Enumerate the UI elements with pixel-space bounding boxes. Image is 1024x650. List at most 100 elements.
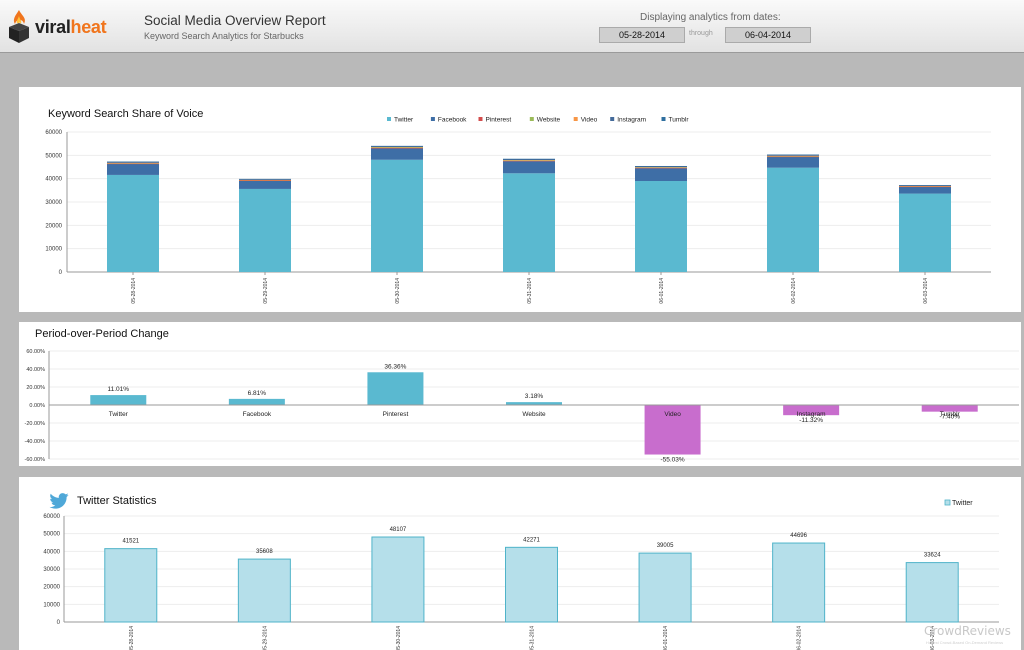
bar-segment-instagram (635, 166, 687, 168)
legend-label-facebook: Facebook (438, 117, 467, 124)
data-label: 41521 (122, 539, 139, 545)
x-tick-label: 06-02-2014 (797, 626, 803, 650)
bar-segment-tumblr (371, 145, 423, 147)
bar-segment-tumblr (899, 185, 951, 186)
bar-segment-video (107, 162, 159, 164)
bar-segment-pinterest (371, 147, 423, 149)
legend-swatch-video (573, 117, 578, 121)
category-label: Tumblr (940, 411, 961, 418)
bar-segment-tumblr (767, 154, 819, 156)
x-tick-label: 06-03-2014 (923, 278, 929, 304)
legend-label-pinterest: Pinterest (486, 117, 512, 124)
y-tick-label: 60000 (45, 130, 62, 136)
y-tick-label: 40.00% (26, 367, 45, 373)
category-label: Facebook (243, 411, 272, 418)
category-label: Website (522, 411, 546, 418)
y-tick-label: -20.00% (25, 421, 46, 427)
bar-segment-pinterest (503, 160, 555, 162)
period-change-chart: 60.00% 40.00% 20.00% 0.00% -20.00% -40.00% -60… (25, 349, 1019, 464)
viralheat-logo[interactable]: viralheat (7, 10, 107, 44)
bar-segment-facebook (503, 161, 555, 174)
bar-segment-facebook (371, 148, 423, 160)
category-label: Video (664, 411, 681, 418)
twitter-bar (505, 546, 558, 623)
watermark-brand: CrowdReviews (924, 624, 1011, 638)
data-label: 39005 (657, 543, 674, 549)
data-label: -7.40% (939, 414, 960, 421)
bar-segment-facebook (635, 168, 687, 181)
x-tick-label: 05-30-2014 (395, 278, 401, 304)
legend-swatch-website (529, 117, 534, 121)
bar-segment-twitter (635, 181, 687, 272)
bar-segment-instagram (767, 154, 819, 156)
share-of-voice-title: Keyword Search Share of Voice (48, 108, 204, 120)
bar-segment-twitter (899, 193, 951, 272)
report-header: viralheat Social Media Overview Report K… (0, 0, 1024, 53)
x-tick-label: 05-30-2014 (396, 626, 402, 650)
y-tick-label: 50000 (45, 153, 62, 159)
data-label: -55.03% (660, 457, 684, 464)
x-tick-label: 05-29-2014 (262, 626, 268, 650)
flame-box-icon (9, 10, 29, 43)
bar-segment-instagram (503, 158, 555, 161)
y-tick-label: 40000 (43, 549, 60, 555)
legend-label-instagram: Instagram (617, 117, 646, 124)
x-tick-label: 05-31-2014 (530, 626, 536, 650)
category-label: Instagram (797, 411, 826, 418)
category-label: Pinterest (383, 411, 409, 418)
legend-swatch-instagram (610, 117, 615, 121)
y-tick-label: 20000 (45, 223, 62, 229)
twitter-bar (772, 542, 826, 623)
y-tick-label: 40000 (45, 177, 62, 183)
bar-segment-tumblr (503, 158, 555, 160)
start-date-field[interactable]: 05-28-2014 (599, 27, 685, 43)
bar-segment-twitter (767, 167, 819, 272)
twitter-bar (104, 548, 158, 623)
x-tick-label: 05-28-2014 (129, 626, 135, 650)
twitter-bar (638, 552, 692, 623)
bar-segment-facebook (107, 163, 159, 175)
twitter-bar (237, 558, 291, 623)
bar-segment-twitter (107, 174, 159, 272)
bar-segment-facebook (239, 180, 291, 189)
legend-label-video: Video (581, 117, 598, 124)
legend-swatch-pinterest (478, 117, 483, 121)
x-tick-label: 06-02-2014 (791, 278, 797, 304)
bar-segment-video (239, 179, 291, 181)
bar-segment-twitter (371, 159, 423, 272)
bar-segment-pinterest (635, 167, 687, 169)
y-tick-label: 50000 (43, 532, 60, 538)
bar-segment-pinterest (107, 163, 159, 165)
legend-label-tumblr: Tumblr (669, 117, 690, 124)
y-tick-label: 20.00% (26, 385, 45, 391)
bar-segment-facebook (767, 156, 819, 168)
bar-segment-twitter (239, 188, 291, 272)
twitter-stats-chart: 60000 50000 40000 30000 20000 10000 0 41521 05-2… (43, 499, 999, 650)
end-date-field[interactable]: 06-04-2014 (725, 27, 811, 43)
data-label: 6.81% (248, 390, 267, 397)
share-of-voice-chart: 60000 50000 40000 30000 20000 10000 0 05-28-201… (45, 117, 991, 304)
bar-segment-video (371, 147, 423, 148)
y-tick-label: 60000 (43, 514, 60, 520)
change-bar (506, 402, 562, 405)
data-label: 35608 (256, 549, 273, 555)
change-bar (228, 398, 285, 405)
bar-segment-video (899, 185, 951, 187)
twitter-bar (905, 562, 959, 623)
y-tick-label: 0.00% (29, 403, 45, 409)
bar-segment-facebook (899, 186, 951, 194)
data-label: 36.36% (384, 363, 406, 370)
legend-label-website: Website (537, 117, 561, 124)
y-tick-label: 30000 (43, 567, 60, 573)
data-label: 33624 (924, 553, 941, 559)
y-tick-label: 0 (59, 270, 63, 276)
bar-segment-video (503, 160, 555, 161)
bar-segment-website (371, 147, 423, 148)
x-tick-label: 06-03-2014 (930, 626, 936, 650)
date-range-label: Displaying analytics from dates: (640, 12, 781, 23)
x-tick-label: 06-01-2014 (659, 278, 665, 304)
bar-segment-instagram (239, 179, 291, 180)
bar-segment-twitter (503, 173, 555, 272)
data-label: -11.32% (799, 417, 823, 424)
logo-wordmark: viralheat (35, 16, 107, 37)
